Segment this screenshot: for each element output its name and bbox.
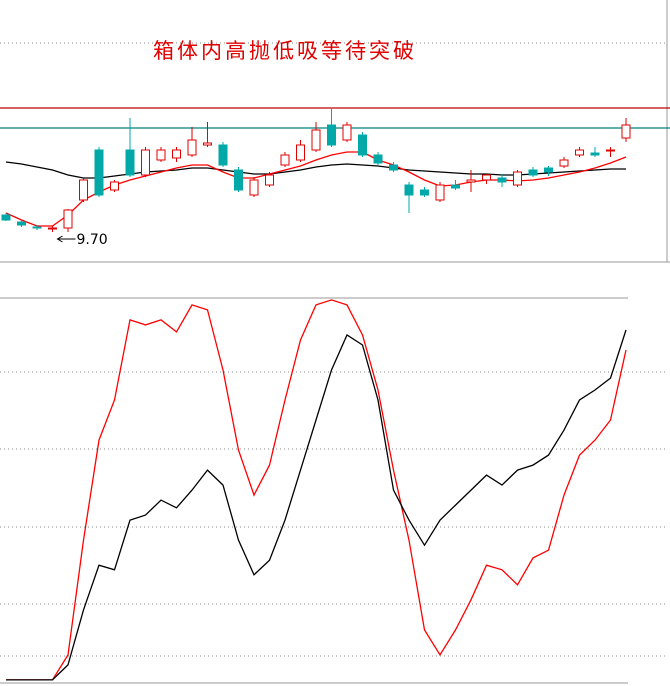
candle-body [234, 169, 243, 191]
candle-body [327, 124, 336, 146]
candle-body [544, 167, 553, 173]
candle-body [559, 159, 569, 167]
candle-body [1, 214, 11, 221]
candle-body [420, 189, 429, 196]
candle-body [513, 171, 522, 186]
candle-body [48, 227, 57, 230]
candle-body [79, 179, 88, 201]
candle-body [590, 152, 600, 156]
candle-body [203, 142, 212, 146]
candle-body [296, 144, 305, 161]
line-series [6, 329, 627, 681]
candle-body [63, 209, 73, 229]
candle-body [172, 149, 181, 159]
candle-body [389, 164, 398, 171]
candle-body [404, 184, 414, 196]
candle-body [358, 134, 367, 156]
low-label: 9.70 [77, 232, 108, 248]
line-series [5, 161, 626, 179]
candle-body [311, 129, 321, 151]
candle-body [94, 149, 104, 196]
line-series [5, 151, 627, 227]
candle-body [497, 177, 507, 183]
candle-body [218, 144, 228, 166]
candle-body [466, 179, 476, 183]
candle-body [17, 221, 26, 226]
candle-body [621, 124, 631, 139]
candle-body [265, 174, 274, 186]
line-series [6, 299, 627, 681]
candle-body [606, 149, 615, 152]
candle-body [482, 174, 491, 181]
candle-body [249, 179, 259, 196]
candle-body [125, 149, 135, 176]
candle-body [435, 184, 445, 201]
candle-body [187, 139, 197, 156]
candle-body [280, 154, 290, 166]
candle-body [451, 184, 460, 189]
candle-body [373, 154, 383, 164]
candle-body [110, 181, 119, 191]
chart-title: 箱体内高抛低吸等待突破 [153, 39, 417, 63]
candle-body [141, 149, 150, 176]
low-arrow [56, 235, 76, 243]
candle-body [342, 124, 352, 141]
candle-body [575, 149, 584, 156]
candle-body [32, 226, 42, 229]
candle-body [528, 169, 538, 176]
candle-body [156, 149, 166, 161]
